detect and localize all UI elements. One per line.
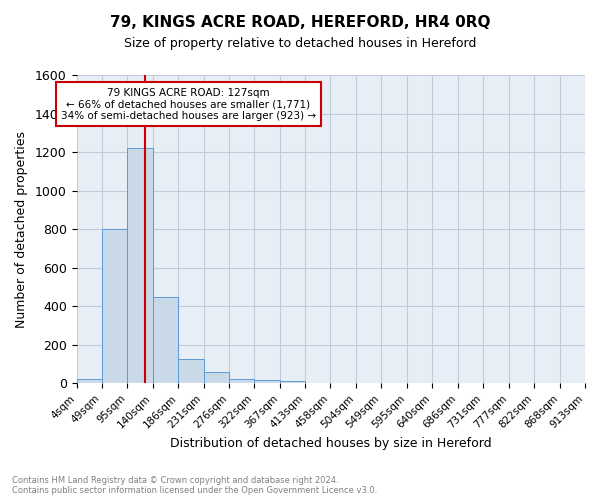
X-axis label: Distribution of detached houses by size in Hereford: Distribution of detached houses by size … <box>170 437 491 450</box>
Y-axis label: Number of detached properties: Number of detached properties <box>15 130 28 328</box>
Text: 79, KINGS ACRE ROAD, HEREFORD, HR4 0RQ: 79, KINGS ACRE ROAD, HEREFORD, HR4 0RQ <box>110 15 490 30</box>
Bar <box>203 372 229 384</box>
Bar <box>152 296 178 384</box>
Text: Size of property relative to detached houses in Hereford: Size of property relative to detached ho… <box>124 38 476 51</box>
Bar <box>127 148 152 384</box>
Bar <box>229 378 254 384</box>
Text: 79 KINGS ACRE ROAD: 127sqm
← 66% of detached houses are smaller (1,771)
34% of s: 79 KINGS ACRE ROAD: 127sqm ← 66% of deta… <box>61 88 316 121</box>
Text: Contains HM Land Registry data © Crown copyright and database right 2024.
Contai: Contains HM Land Registry data © Crown c… <box>12 476 377 495</box>
Bar <box>178 360 203 384</box>
Bar <box>254 380 280 384</box>
Bar <box>77 378 102 384</box>
Bar <box>102 229 127 384</box>
Bar <box>280 380 305 384</box>
